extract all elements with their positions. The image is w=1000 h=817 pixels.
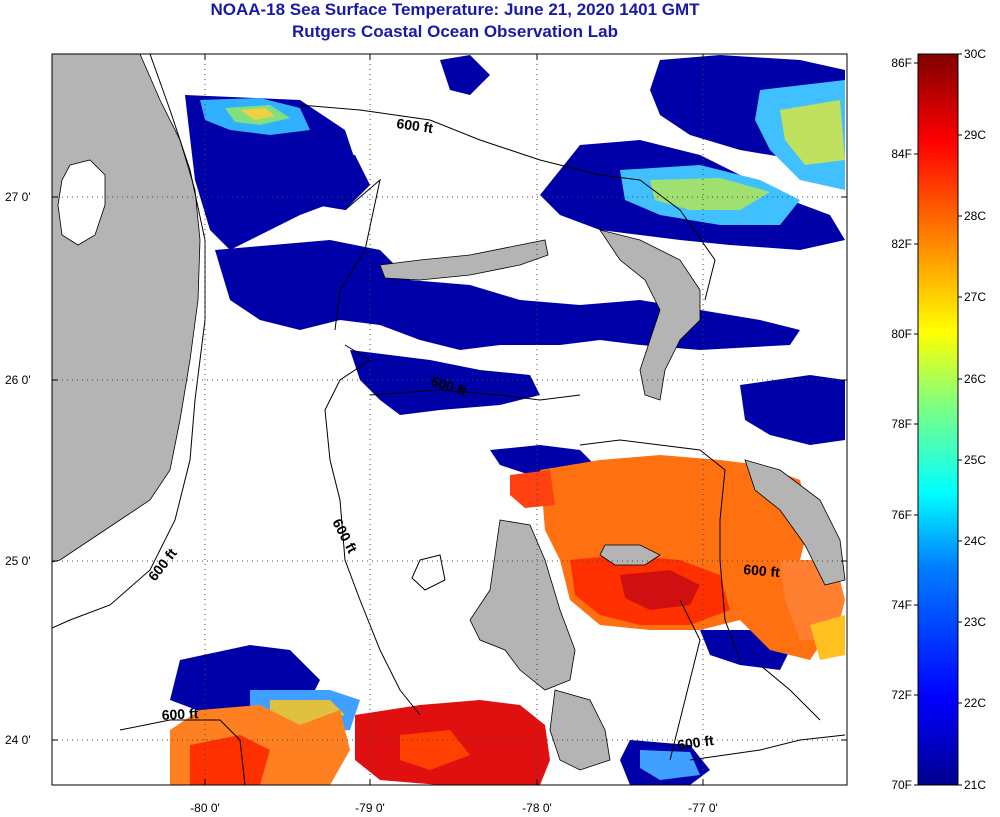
colorbar-f-label: 84F (891, 147, 912, 161)
andros (469, 519, 576, 691)
sst-warm-patches (170, 455, 845, 785)
contour-label: 600 ft (161, 705, 199, 723)
colorbar-c-label: 22C (964, 696, 986, 710)
colorbar-c-label: 27C (964, 290, 986, 304)
colorbar-f-label: 86F (891, 56, 912, 70)
tick-marks (52, 54, 847, 785)
contour-label: 600 ft (329, 516, 360, 556)
colorbar-f-label: 76F (891, 508, 912, 522)
colorbar-f-label: 78F (891, 417, 912, 431)
colorbar-f-label: 82F (891, 237, 912, 251)
contour-label: 600 ft (145, 545, 180, 584)
y-tick-label: 26 0' (5, 373, 31, 387)
x-tick-label: -79 0' (355, 801, 385, 815)
colorbar-c-label: 24C (964, 534, 986, 548)
colorbar-c-label: 28C (964, 209, 986, 223)
colorbar-f-label: 80F (891, 327, 912, 341)
colorbar-c-label: 26C (964, 372, 986, 386)
y-axis-labels: 27 0' 26 0' 25 0' 24 0' (5, 190, 31, 747)
sst-cold-patches (170, 55, 845, 785)
y-tick-label: 24 0' (5, 733, 31, 747)
map-content: 600 ft 600 ft 600 ft 600 ft 600 ft 600 f… (52, 54, 847, 785)
contour-label: 600 ft (743, 561, 781, 580)
contour-label: 600 ft (396, 115, 435, 136)
colorbar-celsius-labels: 30C 29C 28C 27C 26C 25C 24C 23C 22C 21C (964, 47, 986, 792)
land-masses (52, 54, 846, 771)
colorbar-f-label: 74F (891, 598, 912, 612)
abaco (599, 229, 701, 401)
colorbar-fahrenheit-labels: 86F 84F 82F 80F 78F 76F 74F 72F 70F (891, 56, 912, 792)
colorbar: 86F 84F 82F 80F 78F 76F 74F 72F 70F 30C … (891, 47, 986, 792)
lake-okeechobee (57, 159, 106, 246)
colorbar-f-label: 72F (891, 688, 912, 702)
y-tick-label: 27 0' (5, 190, 31, 204)
florida-peninsula (52, 54, 201, 563)
map-title: NOAA-18 Sea Surface Temperature: June 21… (210, 0, 700, 19)
eleuthera (744, 459, 846, 586)
x-axis-labels: -80 0' -79 0' -78 0' -77 0' (190, 801, 718, 815)
x-tick-label: -80 0' (190, 801, 220, 815)
grand-bahama (379, 239, 549, 281)
new-providence (599, 544, 661, 566)
colorbar-gradient (917, 53, 959, 786)
x-tick-label: -78 0' (522, 801, 552, 815)
colorbar-f-label: 70F (891, 778, 912, 792)
y-tick-label: 25 0' (5, 554, 31, 568)
contour-label: 600 ft (676, 732, 715, 753)
colorbar-c-label: 23C (964, 615, 986, 629)
plot-frame (51, 53, 848, 786)
map-subtitle: Rutgers Coastal Ocean Observation Lab (292, 22, 618, 41)
colorbar-c-label: 30C (964, 47, 986, 61)
x-tick-label: -77 0' (688, 801, 718, 815)
colorbar-c-label: 29C (964, 128, 986, 142)
coordinate-grid (52, 54, 847, 785)
colorbar-c-label: 21C (964, 778, 986, 792)
exuma-bank (549, 689, 611, 771)
colorbar-c-label: 25C (964, 453, 986, 467)
depth-contours (52, 54, 846, 785)
